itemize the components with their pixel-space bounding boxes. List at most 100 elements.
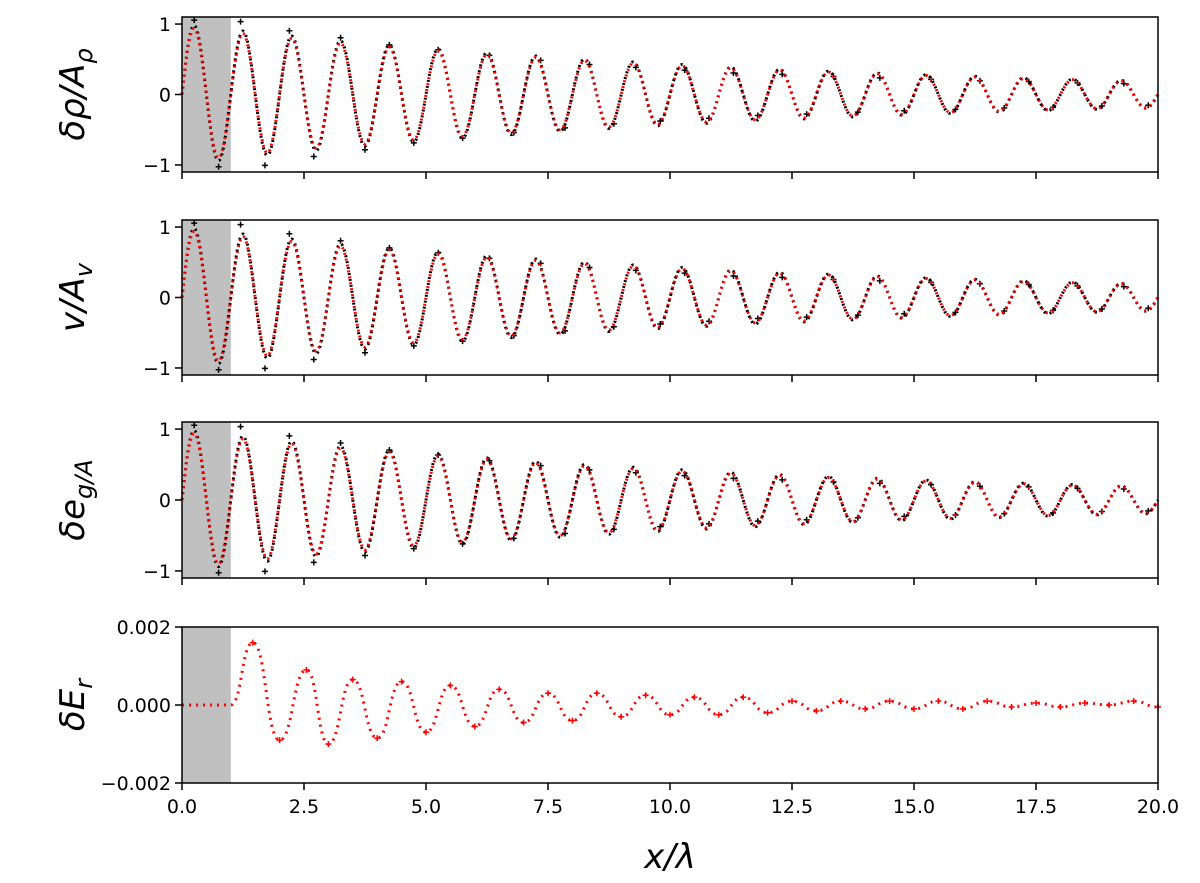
y-tick-label: 1 bbox=[159, 419, 171, 441]
y-axis-label: δEr bbox=[53, 677, 98, 731]
data-point-marker bbox=[1074, 485, 1081, 492]
data-point-marker bbox=[545, 690, 551, 697]
data-point-marker bbox=[754, 315, 761, 322]
data-point-marker bbox=[779, 274, 786, 281]
x-tick-label: 0.0 bbox=[167, 796, 197, 818]
data-point-marker bbox=[537, 260, 544, 267]
data-point-marker bbox=[237, 423, 244, 430]
y-tick-label: −1 bbox=[143, 561, 171, 583]
y-tick-label: −0.002 bbox=[101, 773, 171, 795]
x-tick-label: 15.0 bbox=[893, 796, 935, 818]
data-point-marker bbox=[681, 472, 688, 479]
data-point-marker bbox=[471, 723, 478, 730]
data-point-marker bbox=[886, 698, 893, 705]
data-point-marker bbox=[249, 639, 256, 646]
data-point-marker bbox=[303, 666, 310, 673]
data-point-marker bbox=[349, 676, 356, 683]
y-tick-label: 0.002 bbox=[117, 617, 171, 639]
data-point-marker bbox=[1033, 700, 1039, 707]
chart-panel-3: 1 0 −1 δeg/A bbox=[53, 419, 1160, 585]
simulation-curve bbox=[180, 26, 1160, 160]
data-point-marker bbox=[593, 690, 600, 697]
data-point-marker bbox=[310, 356, 317, 363]
data-point-marker bbox=[191, 17, 198, 24]
data-point-marker bbox=[496, 686, 503, 693]
data-point-marker bbox=[911, 705, 917, 712]
data-point-marker bbox=[1008, 703, 1015, 710]
data-point-marker bbox=[215, 366, 222, 373]
y-tick-label: 0 bbox=[159, 490, 171, 512]
data-point-marker bbox=[779, 71, 786, 78]
data-point-marker bbox=[537, 57, 544, 64]
data-point-marker bbox=[691, 694, 698, 701]
data-point-marker bbox=[410, 545, 417, 552]
y-tick-label: 1 bbox=[159, 217, 171, 239]
data-point-marker bbox=[374, 735, 381, 742]
y-tick-label: 0 bbox=[159, 288, 171, 310]
data-point-marker bbox=[537, 462, 544, 469]
y-tick-label: 1 bbox=[159, 14, 171, 36]
data-point-marker bbox=[876, 480, 883, 487]
analytic-curve bbox=[180, 23, 1160, 163]
data-point-marker bbox=[261, 568, 268, 575]
x-tick-label: 12.5 bbox=[771, 796, 813, 818]
data-point-marker bbox=[1057, 703, 1064, 710]
data-point-marker bbox=[310, 559, 317, 566]
analytic-curve bbox=[180, 429, 1160, 569]
data-point-marker bbox=[237, 18, 244, 25]
data-point-marker bbox=[610, 526, 617, 533]
data-point-marker bbox=[657, 118, 664, 125]
data-point-marker bbox=[813, 707, 820, 714]
data-point-marker bbox=[1130, 698, 1137, 705]
data-point-marker bbox=[398, 678, 405, 685]
data-point-marker bbox=[362, 552, 368, 559]
simulation-curve bbox=[182, 641, 1159, 746]
data-point-marker bbox=[618, 713, 625, 720]
data-point-marker bbox=[862, 705, 869, 712]
data-point-marker bbox=[191, 422, 198, 429]
data-point-marker bbox=[1120, 283, 1127, 290]
data-point-marker bbox=[261, 162, 268, 169]
data-point-marker bbox=[276, 737, 283, 744]
data-point-marker bbox=[286, 27, 293, 34]
data-point-marker bbox=[1081, 700, 1088, 707]
data-point-marker bbox=[667, 711, 673, 718]
data-point-marker bbox=[715, 711, 722, 718]
data-point-marker bbox=[362, 349, 368, 356]
data-point-marker bbox=[1098, 102, 1105, 109]
data-point-marker bbox=[325, 741, 332, 747]
data-point-marker bbox=[569, 717, 576, 724]
simulation-curve bbox=[180, 431, 1160, 566]
x-tick-label: 20.0 bbox=[1137, 796, 1179, 818]
data-point-marker bbox=[642, 692, 649, 699]
x-tick-label: 5.0 bbox=[411, 796, 441, 818]
y-tick-label: −1 bbox=[143, 358, 171, 380]
shaded-region bbox=[182, 17, 231, 172]
data-point-marker bbox=[1098, 305, 1105, 312]
data-point-marker bbox=[959, 705, 966, 712]
y-tick-label: −1 bbox=[143, 155, 171, 177]
shaded-region bbox=[182, 220, 231, 375]
data-point-marker bbox=[261, 365, 268, 372]
data-point-marker bbox=[447, 682, 454, 689]
data-point-marker bbox=[681, 67, 688, 74]
data-point-marker bbox=[740, 694, 747, 701]
data-point-marker bbox=[310, 153, 317, 160]
x-tick-label: 17.5 bbox=[1015, 796, 1057, 818]
data-point-marker bbox=[237, 221, 244, 228]
data-point-marker bbox=[657, 321, 664, 328]
data-point-marker bbox=[789, 698, 795, 705]
data-point-marker bbox=[286, 230, 293, 237]
data-point-marker bbox=[754, 112, 761, 119]
simulation-curve bbox=[180, 229, 1160, 363]
x-axis-label: x/λ bbox=[643, 837, 696, 877]
data-point-marker bbox=[191, 220, 198, 227]
data-point-marker bbox=[520, 719, 527, 726]
shaded-region bbox=[182, 422, 231, 578]
data-point-marker bbox=[410, 139, 417, 146]
data-point-marker bbox=[286, 432, 293, 439]
data-point-marker bbox=[586, 466, 593, 473]
x-tick-label: 10.0 bbox=[649, 796, 691, 818]
